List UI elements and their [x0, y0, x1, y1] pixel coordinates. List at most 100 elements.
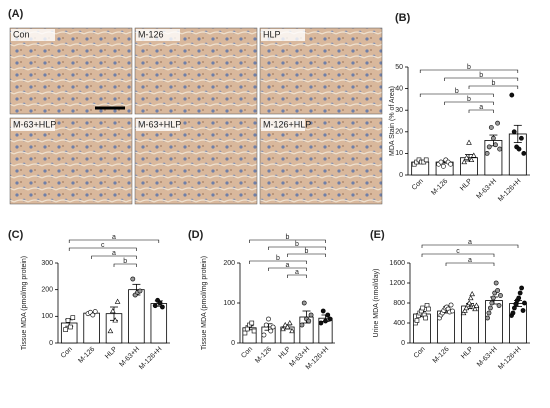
- significance-bracket: [91, 255, 137, 259]
- data-point: [159, 304, 165, 310]
- data-point: [522, 300, 527, 306]
- significance-label: b: [467, 64, 471, 71]
- data-point: [268, 328, 274, 334]
- data-point: [440, 163, 446, 169]
- data-point: [270, 324, 276, 330]
- y-axis-label: Urine MDA (nmol/day): [373, 269, 380, 338]
- significance-bracket: [287, 253, 326, 257]
- significance-bracket: [68, 247, 137, 251]
- panel-label: (A): [8, 8, 24, 20]
- significance-bracket: [468, 85, 519, 89]
- micrograph: [9, 27, 133, 115]
- label-bg: [261, 119, 305, 131]
- data-point: [318, 320, 324, 326]
- data-point: [487, 305, 493, 311]
- significance-bracket: [445, 262, 495, 266]
- data-point: [516, 146, 522, 152]
- data-point: [519, 135, 524, 141]
- x-tick-label: M-126: [254, 346, 273, 365]
- x-tick-label: M-126+H: [138, 346, 163, 371]
- y-tick-label: 10: [395, 150, 403, 157]
- data-point: [426, 306, 431, 312]
- data-point: [306, 318, 312, 324]
- y-tick-label: 200: [223, 260, 235, 267]
- label-bg: [136, 119, 180, 131]
- data-point: [490, 295, 496, 301]
- y-tick-label: 1200: [389, 280, 405, 287]
- label-bg: [11, 29, 55, 41]
- micrograph-label: M-126+HLP: [263, 119, 311, 129]
- significance-bracket: [268, 246, 326, 250]
- y-tick-label: 400: [393, 320, 405, 327]
- micrograph: [259, 117, 383, 205]
- significance-label: a: [112, 234, 116, 241]
- micrographs: Con M-126 HLP M-63+HLP M-63+HLP M-126+HLP: [9, 27, 383, 205]
- significance-bracket: [419, 69, 519, 73]
- data-point: [448, 161, 453, 167]
- data-point: [261, 332, 267, 338]
- data-point: [280, 325, 286, 332]
- data-point: [467, 294, 474, 301]
- y-tick-label: 40: [395, 85, 403, 92]
- significance-bracket: [249, 239, 326, 243]
- data-point: [495, 288, 500, 293]
- data-point: [519, 285, 524, 291]
- data-point: [244, 326, 250, 332]
- x-tick-label: M-63+H: [475, 178, 498, 201]
- y-tick-label: 100: [223, 300, 235, 307]
- significance-label: c: [101, 242, 105, 249]
- data-point: [423, 157, 429, 163]
- y-tick-label: 1600: [389, 260, 405, 267]
- data-point: [472, 305, 478, 312]
- significance-label: b: [467, 96, 471, 103]
- significance-label: b: [455, 88, 459, 95]
- x-tick-label: M-126+H: [497, 178, 522, 203]
- data-point: [516, 295, 522, 301]
- data-point: [289, 327, 295, 334]
- significance-label: b: [123, 258, 127, 265]
- bar: [128, 289, 145, 344]
- data-point: [517, 290, 523, 296]
- x-tick-label: M-126: [77, 346, 96, 365]
- data-point: [448, 302, 454, 308]
- data-point: [511, 129, 517, 135]
- significance-label: a: [286, 262, 290, 269]
- label-bg: [11, 119, 55, 131]
- significance-bracket: [268, 267, 307, 271]
- significance-label: a: [468, 239, 472, 246]
- significance-label: a: [295, 269, 299, 276]
- significance-bracket: [468, 109, 494, 113]
- data-point: [263, 322, 269, 328]
- significance-label: b: [286, 234, 290, 241]
- data-point: [520, 308, 526, 313]
- y-tick-label: 300: [41, 260, 53, 267]
- x-tick-label: Con: [60, 346, 74, 360]
- data-point: [114, 298, 121, 304]
- y-tick-label: 200: [41, 287, 53, 294]
- data-point: [473, 302, 480, 308]
- data-point: [463, 304, 470, 311]
- data-point: [327, 316, 333, 322]
- data-point: [466, 299, 473, 306]
- data-point: [486, 144, 492, 150]
- data-point: [308, 312, 314, 318]
- panel-label: (E): [370, 229, 385, 241]
- y-tick-label: 30: [395, 107, 403, 114]
- label-bg: [261, 29, 305, 41]
- data-point: [493, 280, 499, 286]
- data-point: [130, 276, 136, 282]
- data-point: [493, 142, 498, 148]
- data-point: [466, 139, 472, 145]
- y-tick-label: 0: [399, 172, 403, 179]
- micrograph-label: M-63+HLP: [138, 119, 181, 129]
- data-point: [438, 159, 444, 165]
- micrograph: [134, 117, 258, 205]
- micrograph-label: M-126: [138, 29, 164, 39]
- data-point: [461, 159, 468, 165]
- significance-label: a: [468, 257, 472, 264]
- x-tick-label: Con: [413, 346, 427, 360]
- x-tick-label: M-63+H: [476, 346, 499, 369]
- y-axis-label: Tissue MDA (pmol/mg protein): [21, 256, 28, 350]
- data-point: [90, 312, 96, 318]
